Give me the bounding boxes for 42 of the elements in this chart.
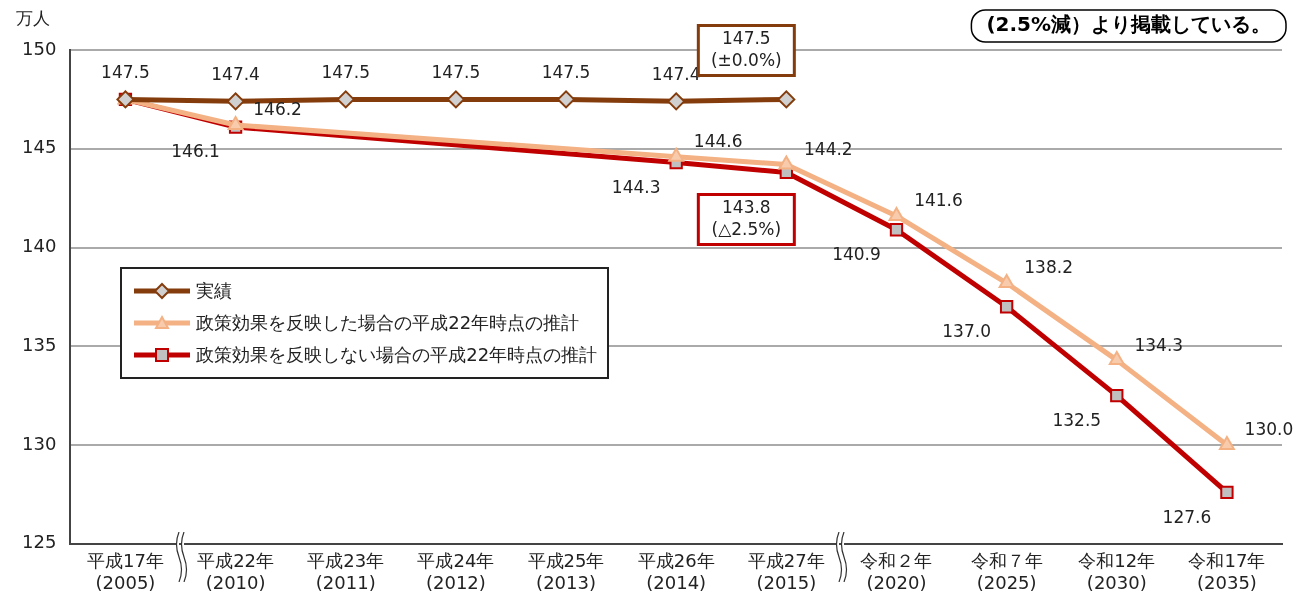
legend-label: 政策効果を反映しない場合の平成22年時点の推計 bbox=[196, 342, 598, 367]
annotation: 143.8 (△2.5%) bbox=[711, 196, 782, 239]
x-tick-label: 平成24年(2012) bbox=[417, 550, 495, 593]
x-tick-label: 平成23年(2011) bbox=[307, 550, 385, 593]
x-tick-label: 令和７年(2025) bbox=[970, 550, 1043, 593]
data-label: 144.3 bbox=[611, 177, 661, 198]
data-label: 138.2 bbox=[1024, 257, 1073, 278]
y-tick-label: 150 bbox=[22, 37, 57, 59]
annotation: 147.5 (±0.0%) bbox=[710, 27, 782, 70]
data-label: 147.5 bbox=[101, 61, 150, 82]
x-tick-label: 平成17年(2005) bbox=[86, 550, 164, 593]
data-label: 147.5 bbox=[321, 61, 371, 82]
x-tick-label: 平成26年(2014) bbox=[637, 550, 715, 593]
text: (2.5%減）より掲載している。 bbox=[986, 12, 1271, 37]
legend-label: 政策効果を反映した場合の平成22年時点の推計 bbox=[196, 310, 580, 335]
data-label: 130.0 bbox=[1244, 419, 1294, 440]
data-label: 141.6 bbox=[914, 190, 963, 211]
data-label: 146.1 bbox=[171, 141, 220, 162]
data-label: 132.5 bbox=[1052, 410, 1102, 431]
data-label: 134.3 bbox=[1134, 334, 1184, 355]
x-tick-label: 令和12年(2030) bbox=[1078, 550, 1156, 593]
data-label: 147.4 bbox=[211, 63, 260, 84]
data-label: 147.5 bbox=[431, 61, 481, 82]
y-tick-label: 145 bbox=[22, 136, 57, 158]
y-tick-label: 125 bbox=[22, 531, 57, 553]
data-label: 147.5 bbox=[541, 61, 591, 82]
y-tick-label: 135 bbox=[22, 333, 57, 355]
x-tick-label: 平成25年(2013) bbox=[527, 550, 605, 593]
data-label: 137.0 bbox=[942, 321, 991, 342]
data-label: 146.2 bbox=[253, 99, 302, 120]
x-tick-label: 令和17年(2035) bbox=[1188, 550, 1266, 593]
data-label: 144.2 bbox=[803, 138, 853, 159]
data-label: 140.9 bbox=[832, 244, 881, 265]
x-tick-label: 平成27年(2015) bbox=[747, 550, 825, 593]
y-tick-label: 140 bbox=[22, 235, 57, 257]
legend-label: 実績 bbox=[196, 278, 233, 303]
data-label: 144.6 bbox=[693, 131, 743, 152]
y-tick-label: 130 bbox=[22, 432, 57, 454]
y-axis-title: 万人 bbox=[16, 8, 50, 29]
data-label: 127.6 bbox=[1162, 506, 1212, 527]
x-tick-label: 平成22年(2010) bbox=[197, 550, 275, 593]
x-tick-label: 令和２年(2020) bbox=[860, 550, 933, 593]
